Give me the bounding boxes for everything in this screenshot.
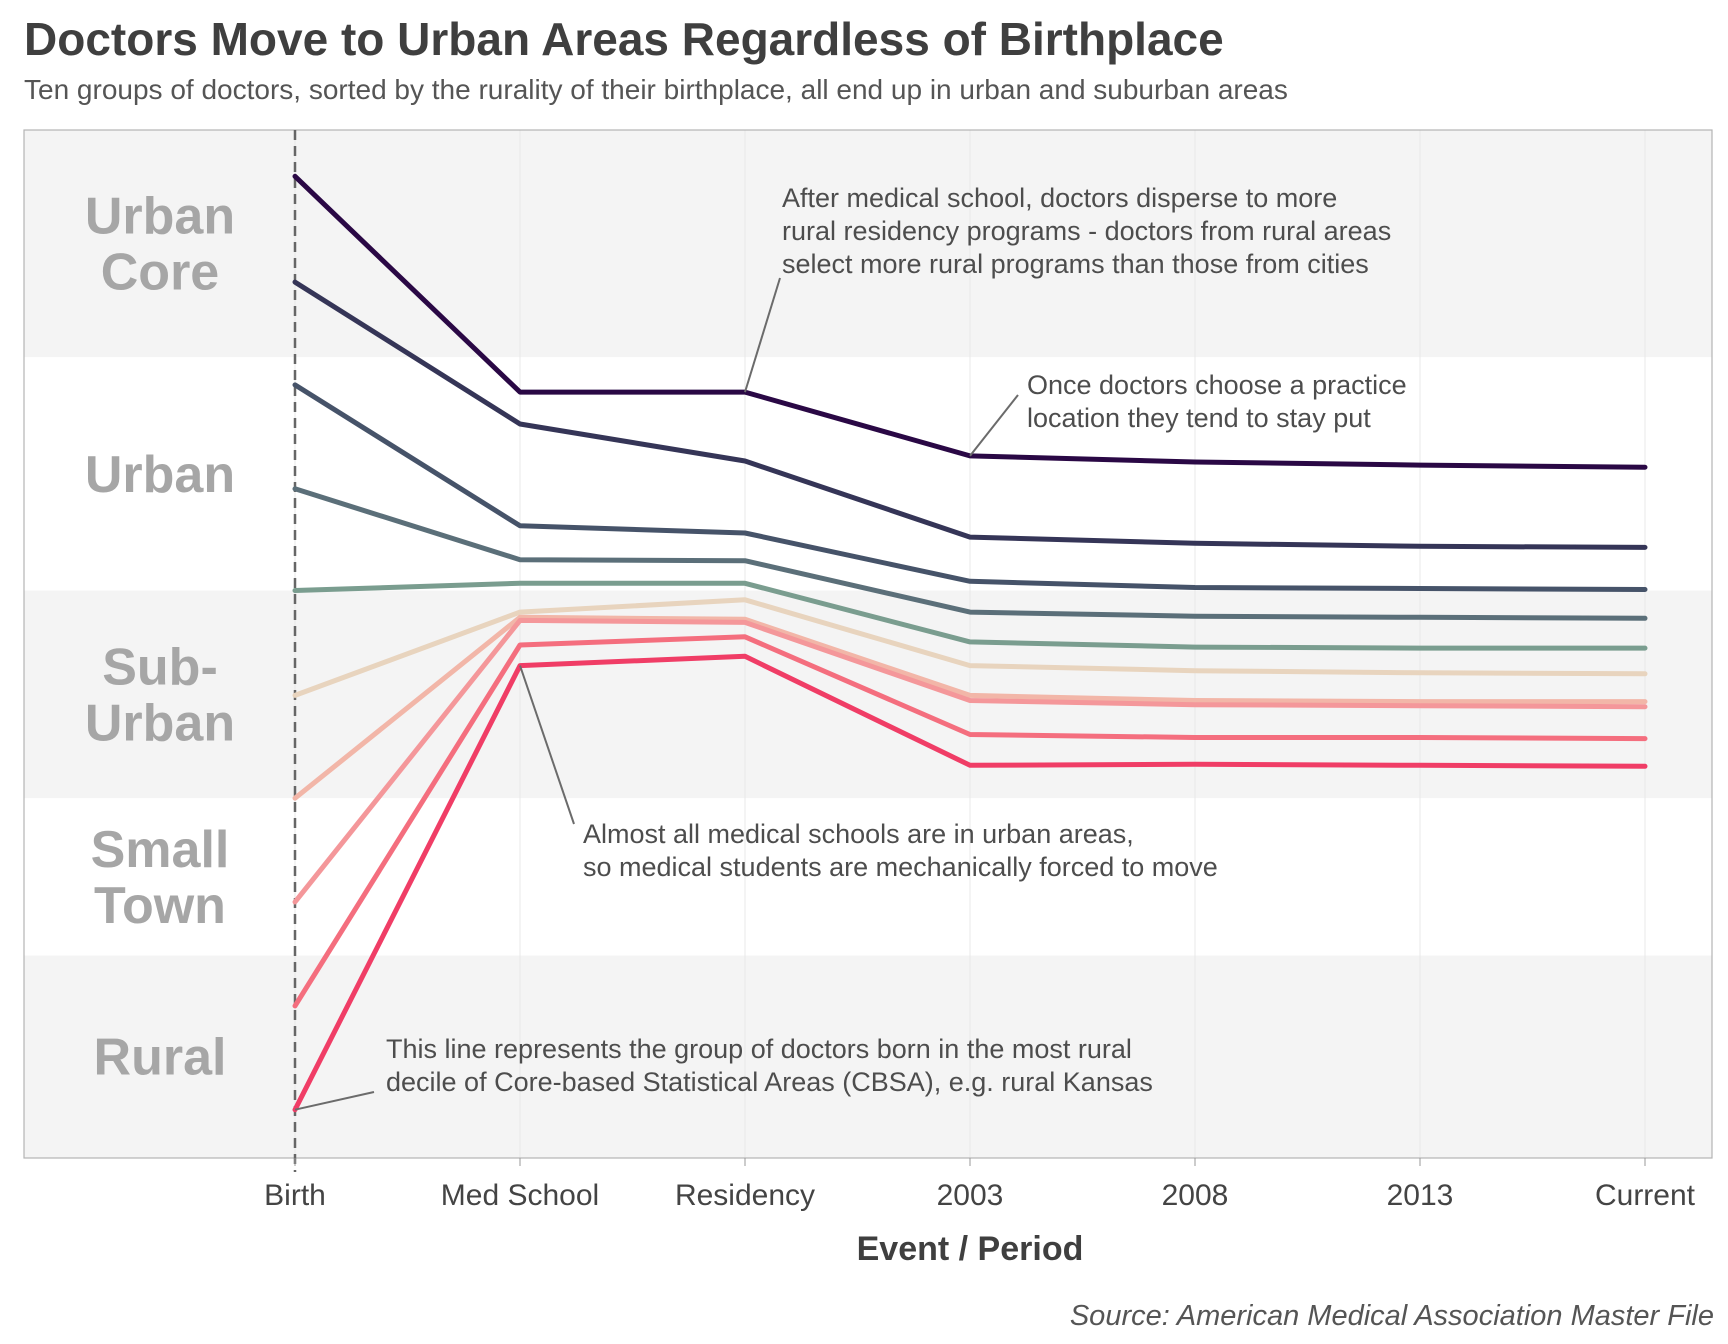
annotation-text: select more rural programs than those fr… — [782, 249, 1369, 279]
annotation-text: Almost all medical schools are in urban … — [583, 819, 1134, 849]
band-label: Urban — [85, 694, 235, 752]
annotation-connector — [744, 277, 781, 393]
band-label: Urban — [85, 188, 235, 246]
series-line-2 — [292, 279, 1648, 550]
band-label: Rural — [94, 1029, 227, 1087]
source-note: Source: American Medical Association Mas… — [1069, 1300, 1714, 1332]
x-tick-label: Residency — [675, 1179, 815, 1212]
band-label: Sub- — [102, 638, 218, 696]
x-tick-label: 2008 — [1162, 1179, 1229, 1212]
annotation-connector — [519, 665, 575, 825]
annotation-connector — [969, 394, 1019, 457]
band-label: Urban — [85, 446, 235, 504]
annotation-text: decile of Core-based Statistical Areas (… — [386, 1067, 1153, 1097]
annotation-text: so medical students are mechanically for… — [583, 852, 1218, 882]
band-label: Small — [91, 821, 230, 879]
annotation-text: After medical school, doctors disperse t… — [782, 183, 1337, 213]
annotation-text: rural residency programs - doctors from … — [782, 216, 1391, 246]
rurality-bands — [24, 130, 1712, 1158]
x-tick-label: Birth — [264, 1179, 326, 1212]
band-0 — [24, 130, 1712, 358]
x-tick-label: 2013 — [1387, 1179, 1454, 1212]
series-line-6 — [292, 597, 1648, 698]
annotation-connector — [294, 1091, 375, 1111]
chart-subtitle: Ten groups of doctors, sorted by the rur… — [24, 74, 1288, 105]
plot-border — [23, 129, 1713, 1159]
chart-title: Doctors Move to Urban Areas Regardless o… — [24, 13, 1224, 65]
series-line-1 — [292, 173, 1648, 470]
series-line-4 — [292, 486, 1648, 621]
annotation-text: Once doctors choose a practice — [1027, 370, 1407, 400]
band-3 — [24, 798, 1712, 956]
series-line-9 — [292, 634, 1648, 1009]
annotations: After medical school, doctors disperse t… — [294, 183, 1407, 1111]
band-label: Town — [94, 877, 226, 935]
series-line-3 — [292, 382, 1648, 592]
x-axis-ticks: Birth Med School Residency 2003 2008 2013 Curr… — [264, 1158, 1696, 1212]
series-line-7 — [292, 614, 1648, 801]
band-1 — [24, 357, 1712, 591]
x-axis-title: Event / Period — [857, 1230, 1084, 1268]
x-tick-label: Current — [1595, 1179, 1696, 1212]
band-label: Core — [101, 244, 219, 302]
x-tick-label: Med School — [441, 1179, 599, 1212]
series-line-8 — [292, 617, 1648, 905]
annotation-text: This line represents the group of doctor… — [386, 1034, 1132, 1064]
x-tick-label: 2003 — [937, 1179, 1004, 1212]
annotation-text: location they tend to stay put — [1027, 403, 1371, 433]
series-line-5 — [292, 580, 1648, 651]
